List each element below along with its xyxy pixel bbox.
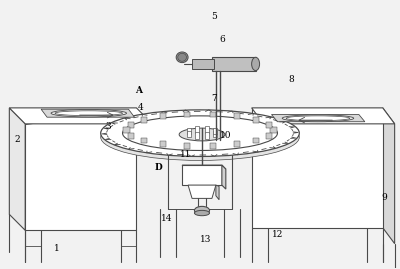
FancyBboxPatch shape <box>184 143 190 149</box>
Text: 12: 12 <box>272 230 283 239</box>
Ellipse shape <box>101 114 299 160</box>
Text: A: A <box>135 86 142 95</box>
Text: 11: 11 <box>180 150 192 159</box>
Polygon shape <box>216 185 219 200</box>
Bar <box>205 126 209 133</box>
FancyBboxPatch shape <box>253 117 260 123</box>
Polygon shape <box>383 108 395 244</box>
Ellipse shape <box>179 128 225 141</box>
Text: 14: 14 <box>160 214 172 223</box>
Polygon shape <box>188 185 216 199</box>
Ellipse shape <box>194 210 210 216</box>
FancyBboxPatch shape <box>123 127 130 133</box>
Bar <box>213 130 217 137</box>
Text: 8: 8 <box>288 75 294 84</box>
Text: 4: 4 <box>138 103 143 112</box>
Ellipse shape <box>194 206 210 214</box>
Ellipse shape <box>51 109 126 117</box>
Polygon shape <box>182 165 226 169</box>
Polygon shape <box>192 59 214 69</box>
Polygon shape <box>272 115 365 122</box>
Text: 3: 3 <box>106 122 112 131</box>
Ellipse shape <box>286 116 350 121</box>
FancyBboxPatch shape <box>234 141 240 147</box>
Text: 1: 1 <box>54 245 60 253</box>
Text: 6: 6 <box>219 36 225 44</box>
Ellipse shape <box>176 52 188 63</box>
Polygon shape <box>252 108 395 124</box>
FancyBboxPatch shape <box>160 141 166 147</box>
FancyBboxPatch shape <box>160 114 166 119</box>
FancyBboxPatch shape <box>270 127 277 133</box>
Text: 7: 7 <box>211 94 217 103</box>
Text: 10: 10 <box>220 131 232 140</box>
FancyBboxPatch shape <box>266 133 272 139</box>
Polygon shape <box>252 108 383 228</box>
Polygon shape <box>41 109 134 117</box>
Bar <box>187 130 191 137</box>
Bar <box>213 128 217 134</box>
Bar <box>195 126 199 133</box>
Polygon shape <box>25 108 136 230</box>
Bar <box>187 128 191 134</box>
Text: 2: 2 <box>14 135 20 144</box>
FancyBboxPatch shape <box>210 112 216 118</box>
FancyBboxPatch shape <box>266 122 272 128</box>
Polygon shape <box>212 57 256 70</box>
Polygon shape <box>182 165 222 185</box>
FancyBboxPatch shape <box>140 117 147 123</box>
FancyBboxPatch shape <box>184 112 190 118</box>
Ellipse shape <box>282 115 354 122</box>
Text: 5: 5 <box>211 12 217 20</box>
FancyBboxPatch shape <box>253 137 260 143</box>
Ellipse shape <box>101 110 299 157</box>
Text: 13: 13 <box>200 235 212 244</box>
Text: 9: 9 <box>382 193 388 201</box>
Polygon shape <box>9 108 25 230</box>
Text: D: D <box>154 163 162 172</box>
Polygon shape <box>222 165 226 189</box>
Ellipse shape <box>55 111 122 116</box>
FancyBboxPatch shape <box>128 122 134 128</box>
FancyBboxPatch shape <box>234 114 240 119</box>
FancyBboxPatch shape <box>140 137 147 143</box>
Ellipse shape <box>178 53 186 61</box>
FancyBboxPatch shape <box>210 143 216 149</box>
Polygon shape <box>9 108 152 124</box>
Ellipse shape <box>252 57 260 70</box>
FancyBboxPatch shape <box>128 133 134 139</box>
Bar <box>205 132 209 139</box>
Bar <box>195 132 199 139</box>
